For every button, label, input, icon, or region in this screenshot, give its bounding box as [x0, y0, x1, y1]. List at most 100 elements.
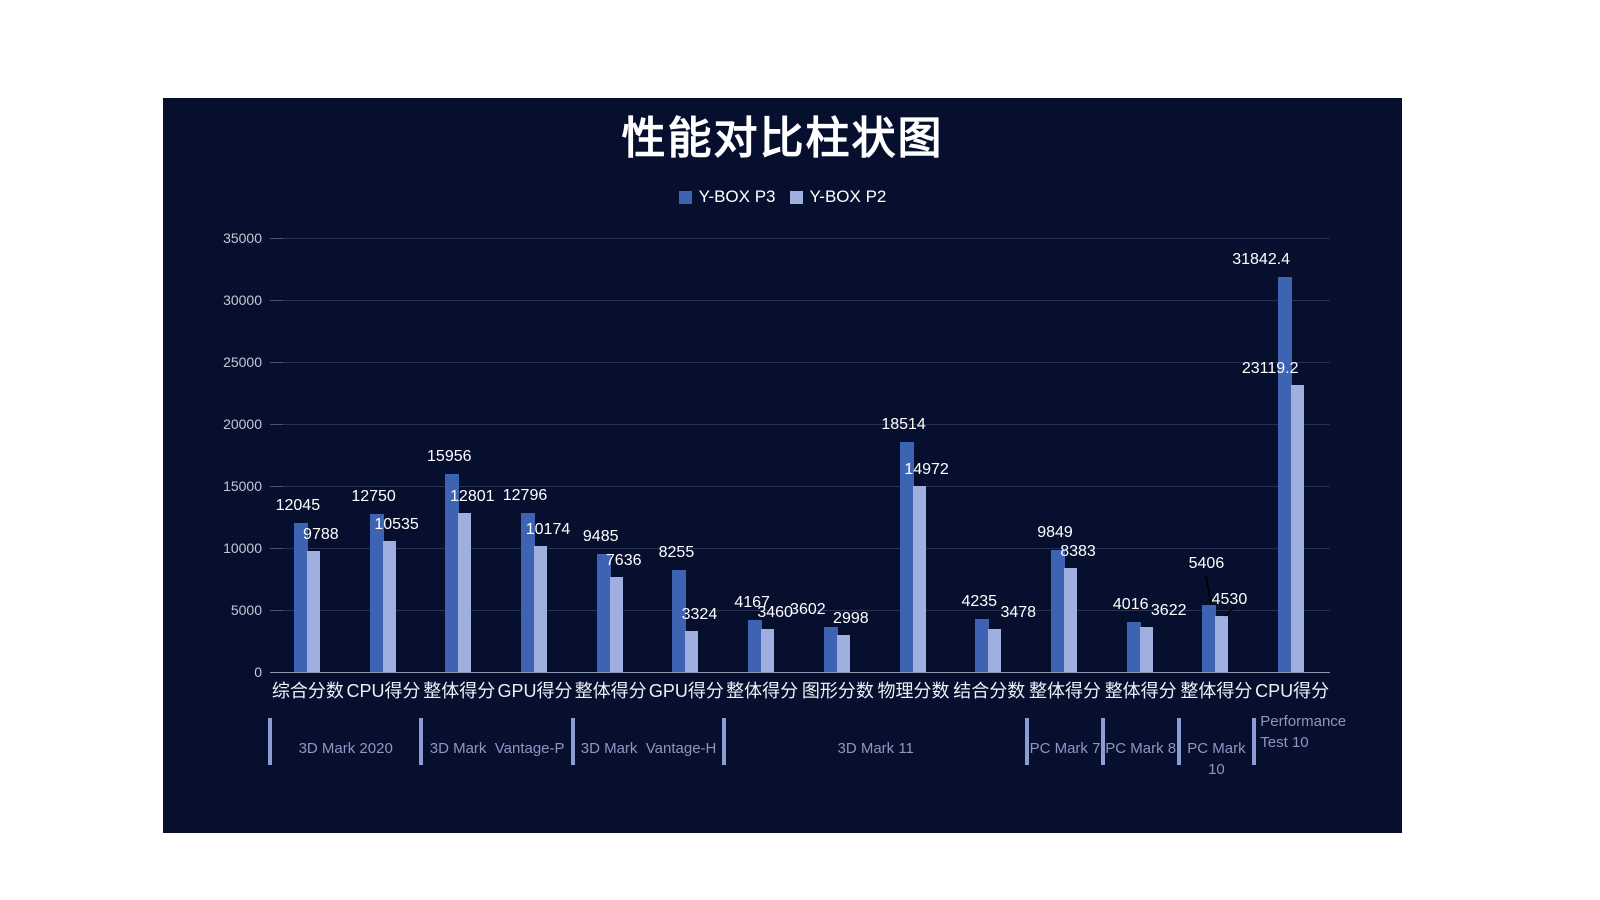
bar-y-box-p3	[1126, 622, 1141, 672]
group-separator	[1176, 718, 1181, 765]
bar-y-box-p3	[1051, 549, 1065, 672]
gridline	[270, 548, 1330, 549]
bar-y-box-p3	[521, 513, 535, 672]
axis-tick	[270, 610, 283, 611]
group-label: 3D Mark 11	[837, 740, 914, 757]
bar-value-label: 3460	[757, 604, 793, 622]
group-label: PC Mark 7	[1029, 740, 1101, 757]
group-separator	[419, 718, 424, 765]
axis-tick	[270, 424, 283, 425]
bar-y-box-p3	[369, 513, 384, 672]
bar-y-box-p3	[1278, 277, 1293, 672]
x-axis-label: GPU得分	[648, 681, 724, 701]
group-separator	[722, 718, 727, 765]
bar-y-box-p3	[672, 569, 687, 672]
label-leader-lines	[1205, 575, 1235, 617]
x-axis-line	[270, 672, 1330, 673]
bar-value-label: 5406	[1188, 554, 1225, 572]
y-axis-label: 10000	[223, 540, 262, 556]
bar-value-label: 3602	[790, 601, 826, 619]
legend: Y-BOX P3 Y-BOX P2	[163, 186, 1402, 208]
bar-value-label: 3324	[681, 605, 718, 623]
bar-value-label: 4016	[1112, 596, 1149, 614]
y-axis-label: 0	[254, 664, 262, 680]
bar-value-label: 9788	[303, 525, 339, 543]
bar-y-box-p2	[836, 634, 850, 672]
bar-value-label: 12750	[351, 487, 396, 505]
bar-y-box-p2	[1215, 615, 1229, 672]
y-axis-label: 5000	[230, 602, 262, 618]
gridline	[270, 486, 1330, 487]
bar-value-label: 12801	[450, 488, 495, 506]
bar-value-label: 18514	[881, 416, 926, 434]
bar-value-label: 8255	[658, 543, 695, 561]
bar-value-label: 23119.2	[1241, 360, 1299, 378]
bar-y-box-p2	[1139, 627, 1153, 672]
bar-y-box-p2	[912, 486, 926, 672]
legend-label: Y-BOX P2	[809, 187, 887, 206]
x-axis-label: 综合分数	[271, 681, 344, 701]
bar-y-box-p2	[1291, 385, 1305, 672]
y-axis-label: 35000	[223, 230, 262, 246]
bar-y-box-p3	[748, 620, 763, 672]
bar-value-label: 31842.4	[1232, 251, 1291, 269]
group-separator	[1025, 718, 1030, 765]
gridline	[270, 610, 1330, 611]
bar-value-label: 2998	[833, 609, 869, 627]
bar-y-box-p2	[458, 513, 472, 672]
x-axis-label: GPU得分	[497, 681, 573, 701]
bar-y-box-p3	[445, 474, 460, 672]
group-separator	[1252, 718, 1257, 765]
y-axis-label: 20000	[223, 416, 262, 432]
legend-swatch-icon	[678, 190, 692, 204]
axis-tick	[270, 300, 283, 301]
bar-y-box-p2	[382, 541, 396, 672]
bar-y-box-p2	[1064, 568, 1077, 672]
plot-area: 0 5000 10000 15000 20000 25000 30000 35000 综合分数 1…	[163, 98, 1402, 833]
bar-value-label: 4530	[1211, 590, 1248, 608]
legend-item-y-box-p2[interactable]: Y-BOX P2	[789, 187, 887, 207]
bar-y-box-p2	[609, 577, 623, 672]
bar-y-box-p2	[761, 629, 775, 672]
bar-y-box-p3	[899, 442, 914, 672]
bar-value-label: 8383	[1060, 543, 1096, 561]
group-label: 3D Mark Vantage-P	[429, 740, 565, 757]
bar-y-box-p2	[988, 628, 1002, 672]
x-axis-label: 整体得分	[423, 681, 496, 701]
axis-tick	[270, 486, 283, 487]
bar-y-box-p3	[1202, 604, 1217, 672]
x-axis-label: 整体得分	[574, 681, 647, 701]
bar-value-label: 9485	[582, 528, 619, 546]
bar-y-box-p3	[975, 619, 990, 672]
group-label: PC Mark 10	[1187, 740, 1250, 778]
x-axis-label: 整体得分	[1028, 681, 1101, 701]
bar-value-label: 12796	[502, 487, 548, 505]
axis-tick	[270, 362, 283, 363]
y-axis-label: 25000	[223, 354, 262, 370]
bar-y-box-p2	[685, 630, 699, 672]
bar-y-box-p3	[293, 522, 308, 672]
bar-y-box-p3	[596, 554, 611, 672]
axis-tick	[270, 238, 283, 239]
bar-value-label: 10174	[525, 520, 571, 538]
x-axis-label: 物理分数	[877, 681, 950, 701]
chart-title: 性能对比柱状图	[621, 114, 944, 163]
legend-item-y-box-p3[interactable]: Y-BOX P3	[678, 187, 776, 207]
bar-value-label: 9849	[1037, 523, 1073, 541]
bar-value-label: 4235	[961, 593, 998, 611]
gridline	[270, 424, 1330, 425]
group-separator	[268, 718, 272, 765]
bar-value-label: 3622	[1150, 602, 1187, 620]
group-label: 3D Mark Vantage-H	[580, 740, 717, 757]
y-axis-label: 15000	[223, 478, 262, 494]
bar-value-label: 15956	[427, 448, 472, 466]
group-separator	[1100, 718, 1105, 765]
group-separator	[570, 718, 575, 765]
bar-y-box-p2	[306, 550, 320, 672]
gridline	[270, 362, 1330, 363]
x-axis-label: CPU得分	[1255, 681, 1330, 701]
group-label: PC Mark 8	[1105, 740, 1177, 757]
gridline	[270, 238, 1330, 239]
x-axis-label: 整体得分	[1180, 681, 1253, 701]
